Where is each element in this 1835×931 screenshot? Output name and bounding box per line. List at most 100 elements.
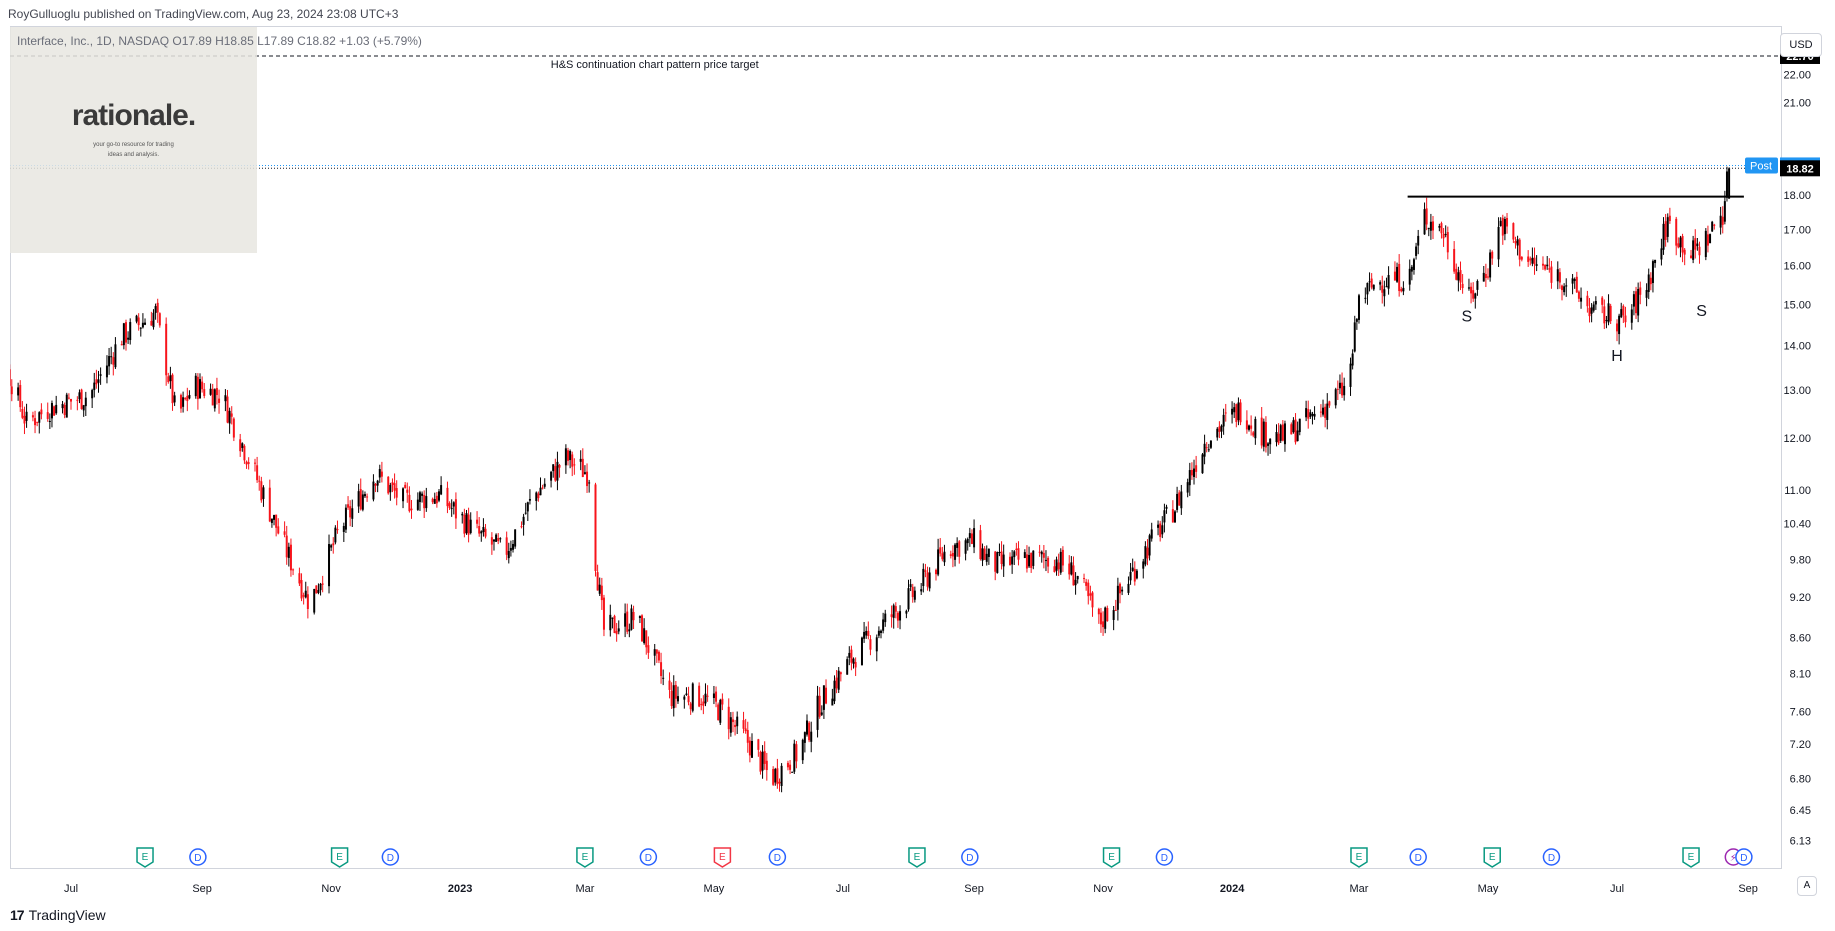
candle <box>347 496 350 510</box>
candle <box>964 538 967 561</box>
candle <box>378 464 381 483</box>
x-tick-label: Mar <box>575 883 594 895</box>
dividend-marker[interactable]: D <box>1542 848 1561 866</box>
candle <box>1144 541 1147 567</box>
earnings-marker[interactable]: E <box>1350 847 1368 868</box>
earnings-marker[interactable]: E <box>136 847 154 868</box>
candle <box>1009 552 1012 566</box>
dividend-marker[interactable]: D <box>189 848 207 866</box>
candle <box>1601 296 1604 314</box>
dividend-marker[interactable]: D <box>1409 848 1427 866</box>
candle <box>1025 545 1028 573</box>
candle <box>275 514 278 537</box>
tradingview-brand: 17 TradingView <box>10 907 106 923</box>
candle <box>941 546 944 562</box>
candle <box>1319 404 1322 418</box>
candle <box>1544 264 1547 271</box>
candle <box>909 579 912 592</box>
candle <box>1224 403 1227 422</box>
candle <box>213 388 216 412</box>
symbol-legend: Interface, Inc., 1D, NASDAQ O17.89 H18.8… <box>17 34 422 48</box>
candle <box>285 525 288 565</box>
candle <box>913 586 916 603</box>
candle <box>1281 420 1284 442</box>
x-tick-label: Jul <box>836 883 850 895</box>
earnings-marker[interactable]: E <box>576 847 594 868</box>
watermark-logo-panel: rationale. your go-to resource for tradi… <box>10 27 257 253</box>
dividend-marker[interactable]: D <box>768 848 787 866</box>
candle <box>1425 197 1428 231</box>
candle <box>1087 579 1090 605</box>
candle <box>40 403 43 420</box>
candle <box>1654 259 1657 268</box>
candle <box>822 685 825 719</box>
candle <box>1338 374 1341 395</box>
dividend-marker[interactable]: D <box>1735 848 1753 866</box>
candle <box>1586 290 1589 313</box>
candle <box>328 534 331 594</box>
candle <box>973 519 976 554</box>
candle <box>818 687 821 719</box>
dividend-marker[interactable]: D <box>1155 848 1174 866</box>
candle <box>588 479 591 493</box>
candle <box>1527 250 1530 267</box>
candle <box>1275 424 1278 447</box>
candle <box>448 501 451 510</box>
candle <box>552 464 555 478</box>
candle <box>1207 443 1210 453</box>
candle <box>1565 278 1568 297</box>
svg-text:D: D <box>1548 853 1555 864</box>
candle <box>63 402 66 419</box>
candle <box>1639 281 1642 305</box>
candle <box>1577 290 1580 303</box>
candle <box>334 525 337 545</box>
dividend-marker[interactable]: D <box>961 848 979 866</box>
candle <box>514 529 517 549</box>
x-tick-label: Sep <box>1738 883 1758 895</box>
earnings-marker[interactable]: E <box>330 847 349 868</box>
currency-button[interactable]: USD <box>1780 33 1822 57</box>
publisher-info: RoyGulluoglu published on TradingView.co… <box>8 7 399 21</box>
dividend-marker[interactable]: D <box>639 848 658 866</box>
svg-text:D: D <box>966 853 973 864</box>
pattern-label: S <box>1462 309 1473 326</box>
earnings-marker[interactable]: E <box>713 847 732 868</box>
candle <box>1692 235 1695 264</box>
candle <box>1044 550 1047 572</box>
candle <box>985 545 988 566</box>
candle <box>892 603 895 629</box>
candle <box>1326 393 1329 430</box>
svg-text:E: E <box>1356 852 1363 863</box>
dividend-marker[interactable]: D <box>381 848 400 866</box>
candle <box>1059 548 1062 575</box>
y-tick-label: 8.10 <box>1790 669 1811 681</box>
candle <box>526 501 529 522</box>
candle <box>1309 409 1312 419</box>
auto-scale-button[interactable]: A <box>1797 876 1817 896</box>
candle <box>774 767 777 786</box>
earnings-marker[interactable]: E <box>1682 847 1700 868</box>
candle <box>1402 281 1405 296</box>
candle <box>1161 516 1164 539</box>
candle <box>48 413 51 429</box>
candle <box>4 354 6 373</box>
earnings-marker[interactable]: E <box>908 847 926 868</box>
candle <box>765 752 768 781</box>
candle <box>319 582 322 596</box>
candle <box>704 683 707 707</box>
candle <box>408 486 411 513</box>
candle <box>1218 421 1221 439</box>
candle <box>1637 282 1640 323</box>
earnings-marker[interactable]: E <box>1483 847 1501 868</box>
y-tick-label: 15.00 <box>1783 299 1811 311</box>
earnings-marker[interactable]: E <box>1102 847 1121 868</box>
candle <box>1666 213 1669 243</box>
candle <box>1190 462 1193 480</box>
candle <box>490 532 493 555</box>
candle <box>1489 249 1492 282</box>
candle <box>1307 400 1310 429</box>
candle <box>1432 216 1435 240</box>
candle <box>1649 272 1652 291</box>
candle <box>376 479 379 493</box>
